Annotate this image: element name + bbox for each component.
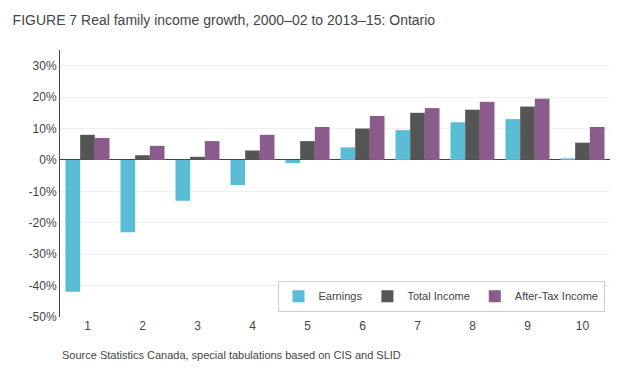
svg-text:10: 10: [576, 319, 590, 333]
svg-text:-30%: -30%: [29, 247, 57, 261]
svg-text:10%: 10%: [33, 122, 57, 136]
svg-text:FIGURE 7 Real family income gr: FIGURE 7 Real family income growth, 2000…: [13, 12, 436, 28]
svg-text:-10%: -10%: [29, 185, 57, 199]
svg-text:After-Tax Income: After-Tax Income: [515, 290, 598, 302]
svg-text:30%: 30%: [33, 59, 57, 73]
svg-text:5: 5: [304, 319, 311, 333]
svg-text:2: 2: [139, 319, 146, 333]
svg-text:-40%: -40%: [29, 279, 57, 293]
svg-text:1: 1: [84, 319, 91, 333]
svg-text:Total Income: Total Income: [407, 290, 469, 302]
svg-text:-50%: -50%: [29, 310, 57, 324]
svg-text:7: 7: [414, 319, 421, 333]
svg-text:Source Statistics Canada, spec: Source Statistics Canada, special tabula…: [62, 349, 401, 361]
svg-text:3: 3: [194, 319, 201, 333]
svg-text:8: 8: [469, 319, 476, 333]
svg-text:Earnings: Earnings: [319, 290, 363, 302]
svg-text:-20%: -20%: [29, 216, 57, 230]
svg-text:4: 4: [249, 319, 256, 333]
svg-text:6: 6: [359, 319, 366, 333]
svg-text:9: 9: [524, 319, 531, 333]
svg-text:0%: 0%: [39, 153, 57, 167]
svg-text:20%: 20%: [33, 90, 57, 104]
